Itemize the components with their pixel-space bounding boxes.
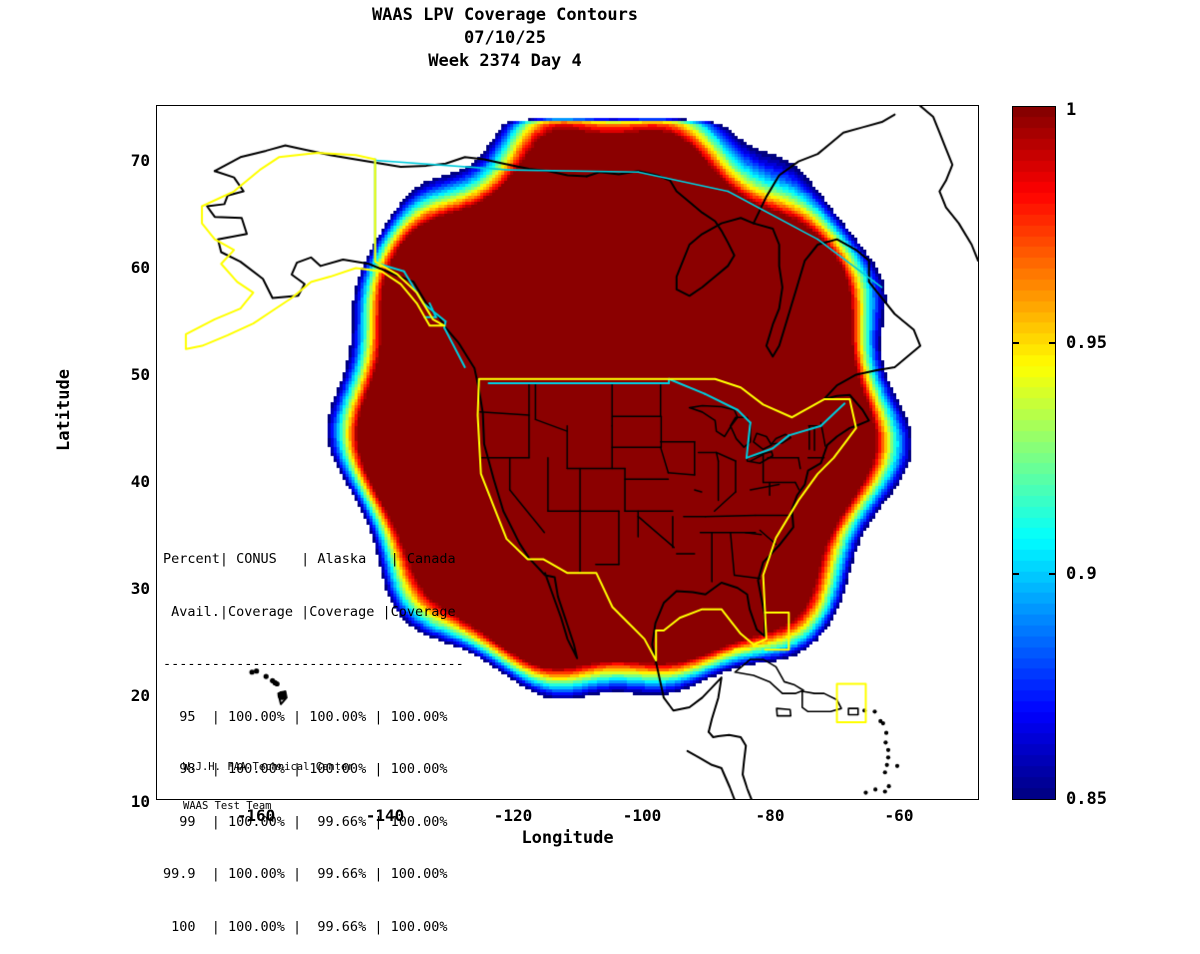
table-row: 99.9 | 100.00% | 99.66% | 100.00% xyxy=(163,866,448,882)
map-plot-area[interactable] xyxy=(156,105,979,800)
stats-separator: ------------------------------------- xyxy=(163,656,464,672)
xtick-label-80: -80 xyxy=(755,806,785,825)
stats-header-row-2: Avail.|Coverage |Coverage |Coverage xyxy=(163,603,456,620)
chart-title-block: WAAS LPV Coverage Contours 07/10/25 Week… xyxy=(0,4,1010,73)
colorbar-gradient xyxy=(1013,107,1055,799)
table-row: 100 | 100.00% | 99.66% | 100.00% xyxy=(163,918,448,935)
stats-header-row-1: Percent| CONUS | Alaska | Canada xyxy=(163,551,456,567)
colorbar-label-mid: 0.95 xyxy=(1066,333,1107,353)
colorbar-label-max: 1 xyxy=(1066,100,1077,120)
title-line-3: Week 2374 Day 4 xyxy=(428,51,582,71)
colorbar-label-min: 0.85 xyxy=(1066,789,1107,809)
table-row: 95 | 100.00% | 100.00% | 100.00% xyxy=(163,708,448,725)
title-line-1: WAAS LPV Coverage Contours xyxy=(371,5,639,25)
x-axis-label: Longitude xyxy=(521,828,614,848)
coverage-contour-map xyxy=(157,106,978,799)
ytick-label-70: 70 xyxy=(130,151,150,170)
y-axis-label: Latitude xyxy=(54,369,74,451)
credits-line-1: W.J.H. FAA Technical Center xyxy=(183,761,354,773)
colorbar[interactable] xyxy=(1012,106,1056,800)
ytick-label-20: 20 xyxy=(130,686,150,705)
colorbar-tick-09 xyxy=(1012,573,1019,575)
xtick-label-120: -120 xyxy=(493,806,533,825)
xtick-label-140: -140 xyxy=(365,806,405,825)
ytick-label-10: 10 xyxy=(130,792,150,811)
credits-block: W.J.H. FAA Technical Center WAAS Test Te… xyxy=(183,735,354,826)
ytick-label-40: 40 xyxy=(130,472,150,491)
ytick-label-60: 60 xyxy=(130,258,150,277)
credits-line-2: WAAS Test Team xyxy=(183,800,272,812)
title-line-2: 07/10/25 xyxy=(464,28,546,48)
xtick-label-160: -160 xyxy=(236,806,276,825)
colorbar-tick-095-right xyxy=(1049,342,1056,344)
ytick-label-50: 50 xyxy=(130,365,150,384)
colorbar-label-low: 0.9 xyxy=(1066,564,1097,584)
table-row: 99 | 100.00% | 99.66% | 100.00% xyxy=(163,813,448,830)
table-row: 98 | 100.00% | 100.00% | 100.00% xyxy=(163,761,448,777)
colorbar-tick-09-right xyxy=(1049,573,1056,575)
ytick-label-30: 30 xyxy=(130,579,150,598)
xtick-label-100: -100 xyxy=(622,806,662,825)
xtick-label-60: -60 xyxy=(884,806,914,825)
colorbar-tick-095 xyxy=(1012,342,1019,344)
